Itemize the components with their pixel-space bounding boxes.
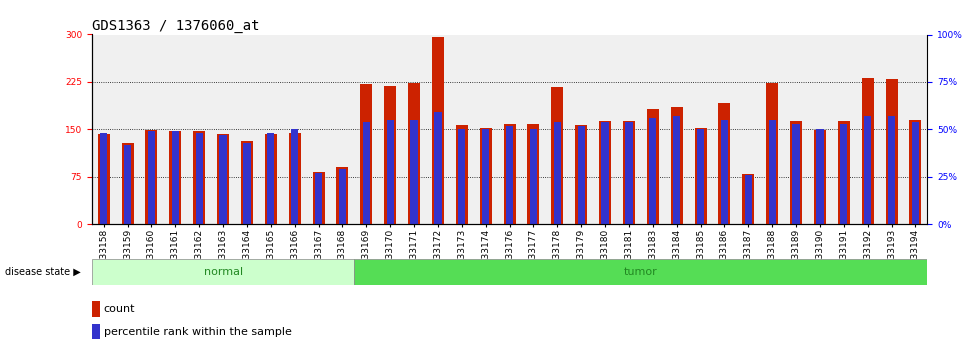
Bar <box>575 125 587 224</box>
Bar <box>384 86 396 224</box>
Bar <box>98 134 110 224</box>
Text: percentile rank within the sample: percentile rank within the sample <box>104 327 292 337</box>
Bar <box>219 135 227 224</box>
Bar <box>480 128 492 224</box>
Bar <box>313 172 325 224</box>
Bar <box>647 108 659 224</box>
Bar <box>363 122 370 224</box>
Bar <box>360 84 372 224</box>
Bar <box>432 37 444 224</box>
Bar <box>92 301 100 317</box>
Bar <box>241 141 253 224</box>
Text: disease state ▶: disease state ▶ <box>5 267 80 277</box>
Bar <box>527 124 539 224</box>
Bar <box>602 122 609 224</box>
Bar <box>148 131 155 224</box>
Bar <box>816 129 823 224</box>
Bar <box>291 129 298 224</box>
Bar <box>169 131 182 224</box>
Bar <box>886 79 897 224</box>
Bar <box>315 173 322 224</box>
Text: normal: normal <box>204 267 242 277</box>
Bar <box>623 120 635 224</box>
Bar <box>458 129 466 224</box>
Bar <box>355 259 927 285</box>
Bar <box>865 116 871 224</box>
Bar <box>742 174 754 224</box>
Bar <box>122 143 133 224</box>
Bar <box>792 124 800 224</box>
Bar <box>552 87 563 224</box>
Bar <box>265 134 277 224</box>
Bar <box>838 121 850 224</box>
Bar <box>100 133 107 224</box>
Bar <box>670 107 683 224</box>
Bar <box>721 120 728 224</box>
Bar <box>217 135 229 224</box>
Bar <box>289 133 300 224</box>
Bar <box>719 103 730 224</box>
Bar <box>435 112 441 224</box>
Bar <box>909 120 922 224</box>
Bar <box>196 133 203 224</box>
Bar <box>92 324 100 339</box>
Text: tumor: tumor <box>624 267 658 277</box>
Text: GDS1363 / 1376060_at: GDS1363 / 1376060_at <box>92 19 259 33</box>
Bar <box>193 131 205 224</box>
Bar <box>172 131 179 224</box>
Bar <box>386 120 394 224</box>
Bar <box>814 130 826 224</box>
Bar <box>92 259 355 285</box>
Bar <box>339 169 346 224</box>
Bar <box>268 133 274 224</box>
Bar <box>625 122 633 224</box>
Bar <box>840 124 847 224</box>
Bar <box>506 126 513 224</box>
Bar <box>888 116 895 224</box>
Bar <box>695 128 706 224</box>
Bar <box>697 129 704 224</box>
Bar <box>408 82 420 224</box>
Bar <box>336 167 349 224</box>
Bar <box>766 82 779 224</box>
Bar <box>456 125 468 224</box>
Bar <box>745 175 752 224</box>
Bar <box>411 120 417 224</box>
Bar <box>243 143 250 224</box>
Bar <box>599 121 611 224</box>
Bar <box>146 130 157 224</box>
Bar <box>790 121 802 224</box>
Text: count: count <box>104 304 135 314</box>
Bar <box>769 120 776 224</box>
Bar <box>649 118 656 224</box>
Bar <box>862 78 873 224</box>
Bar <box>530 129 537 224</box>
Bar <box>912 122 919 224</box>
Bar <box>124 145 131 224</box>
Bar <box>673 116 680 224</box>
Bar <box>482 129 489 224</box>
Bar <box>554 122 561 224</box>
Bar <box>578 126 584 224</box>
Bar <box>503 124 516 224</box>
